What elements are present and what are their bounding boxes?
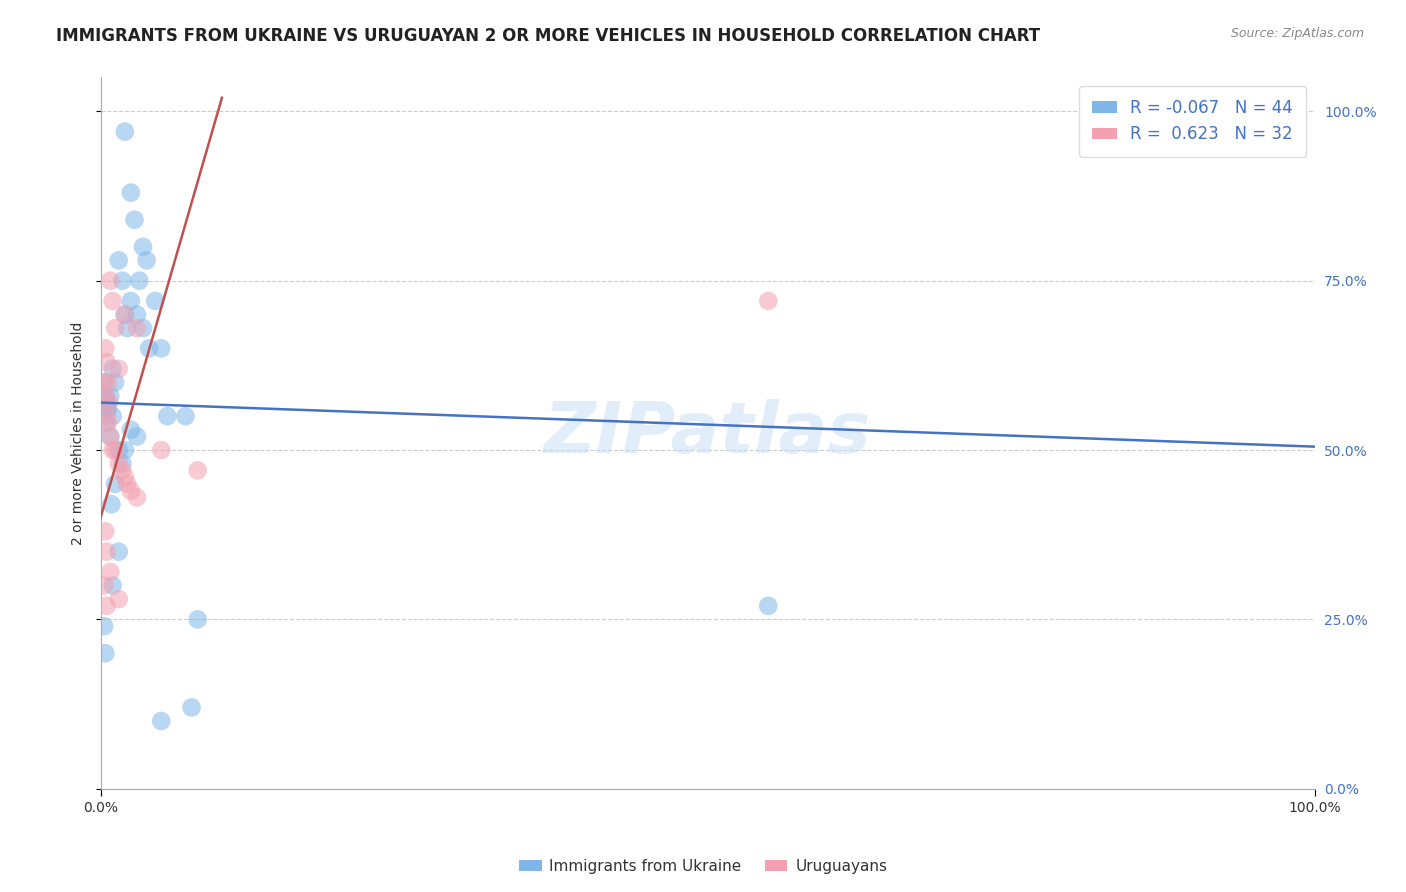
- Point: [104, 476, 127, 491]
- Point: [93, 619, 115, 633]
- Point: [114, 308, 136, 322]
- Point: [120, 423, 142, 437]
- Point: [132, 240, 155, 254]
- Point: [107, 544, 129, 558]
- Point: [174, 409, 197, 424]
- Point: [111, 457, 134, 471]
- Point: [187, 463, 209, 477]
- Point: [98, 389, 121, 403]
- Point: [104, 443, 127, 458]
- Point: [100, 497, 122, 511]
- Point: [156, 409, 179, 424]
- Point: [96, 416, 118, 430]
- Point: [128, 274, 150, 288]
- Point: [115, 476, 138, 491]
- Point: [107, 443, 129, 458]
- Point: [94, 389, 117, 403]
- Point: [101, 293, 124, 308]
- Point: [101, 409, 124, 424]
- Point: [111, 274, 134, 288]
- Point: [125, 321, 148, 335]
- Point: [101, 443, 124, 458]
- Point: [756, 293, 779, 308]
- Point: [180, 700, 202, 714]
- Point: [120, 293, 142, 308]
- Point: [93, 376, 115, 390]
- Point: [104, 376, 127, 390]
- Point: [104, 321, 127, 335]
- Point: [132, 321, 155, 335]
- Point: [107, 592, 129, 607]
- Point: [114, 470, 136, 484]
- Text: ZIPatlas: ZIPatlas: [544, 399, 872, 467]
- Point: [98, 429, 121, 443]
- Point: [756, 599, 779, 613]
- Point: [94, 389, 117, 403]
- Point: [97, 402, 120, 417]
- Point: [150, 443, 173, 458]
- Point: [125, 429, 148, 443]
- Point: [101, 578, 124, 592]
- Point: [120, 483, 142, 498]
- Point: [120, 186, 142, 200]
- Point: [150, 714, 173, 728]
- Point: [98, 565, 121, 579]
- Legend: Immigrants from Ukraine, Uruguayans: Immigrants from Ukraine, Uruguayans: [513, 853, 893, 880]
- Point: [96, 599, 118, 613]
- Point: [150, 342, 173, 356]
- Point: [96, 402, 118, 417]
- Point: [111, 463, 134, 477]
- Point: [125, 308, 148, 322]
- Point: [101, 361, 124, 376]
- Point: [96, 355, 118, 369]
- Point: [96, 409, 118, 424]
- Point: [125, 491, 148, 505]
- Point: [135, 253, 157, 268]
- Point: [124, 212, 146, 227]
- Point: [94, 524, 117, 539]
- Point: [143, 293, 166, 308]
- Text: IMMIGRANTS FROM UKRAINE VS URUGUAYAN 2 OR MORE VEHICLES IN HOUSEHOLD CORRELATION: IMMIGRANTS FROM UKRAINE VS URUGUAYAN 2 O…: [56, 27, 1040, 45]
- Point: [97, 416, 120, 430]
- Text: Source: ZipAtlas.com: Source: ZipAtlas.com: [1230, 27, 1364, 40]
- Point: [114, 125, 136, 139]
- Point: [107, 361, 129, 376]
- Point: [114, 443, 136, 458]
- Point: [107, 457, 129, 471]
- Point: [98, 429, 121, 443]
- Y-axis label: 2 or more Vehicles in Household: 2 or more Vehicles in Household: [72, 321, 86, 545]
- Legend: R = -0.067   N = 44, R =  0.623   N = 32: R = -0.067 N = 44, R = 0.623 N = 32: [1078, 86, 1306, 157]
- Point: [96, 544, 118, 558]
- Point: [107, 253, 129, 268]
- Point: [98, 274, 121, 288]
- Point: [93, 578, 115, 592]
- Point: [96, 395, 118, 409]
- Point: [115, 321, 138, 335]
- Point: [94, 646, 117, 660]
- Point: [94, 342, 117, 356]
- Point: [97, 376, 120, 390]
- Point: [114, 308, 136, 322]
- Point: [187, 612, 209, 626]
- Point: [138, 342, 160, 356]
- Point: [98, 395, 121, 409]
- Point: [93, 376, 115, 390]
